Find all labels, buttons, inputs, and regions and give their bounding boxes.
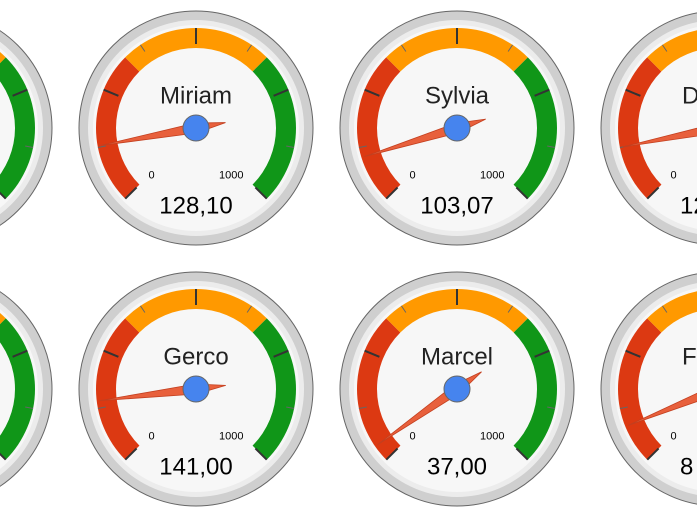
major-tick [12, 349, 28, 358]
gauge-band [617, 57, 662, 199]
needle-hub [182, 375, 210, 403]
minor-tick [358, 145, 367, 148]
tick-label: 1000 [219, 169, 243, 181]
gauge-name: Gerco [163, 343, 228, 370]
gauge-band [513, 318, 557, 460]
gauge-band [386, 28, 528, 72]
gauge-band [252, 57, 296, 199]
gauge-band [0, 318, 35, 460]
gauge-value: 8 [680, 453, 693, 480]
major-tick [385, 186, 399, 200]
minor-tick [97, 145, 106, 148]
minor-tick [97, 406, 106, 409]
gauge-band [96, 318, 140, 460]
gauge-band [125, 28, 267, 72]
major-tick [124, 447, 138, 461]
gauge-value: 128,10 [159, 192, 232, 219]
major-tick [364, 88, 380, 97]
major-tick [364, 349, 380, 358]
gauge-band [386, 289, 528, 333]
tick-label: 0 [149, 430, 155, 442]
tick-label: 1000 [480, 169, 504, 181]
minor-tick [662, 44, 668, 52]
major-tick [646, 447, 660, 461]
minor-tick [401, 305, 407, 313]
gauge-name: D [682, 82, 697, 109]
major-tick [0, 191, 7, 200]
minor-tick [358, 406, 367, 409]
gauge-band [125, 289, 267, 333]
minor-tick [286, 145, 295, 148]
major-tick [646, 186, 660, 200]
minor-tick [286, 406, 295, 409]
minor-tick [507, 44, 513, 52]
minor-tick [547, 406, 556, 409]
tick-label: 1000 [480, 430, 504, 442]
major-tick [254, 447, 268, 461]
minor-tick [547, 145, 556, 148]
gauge-name: Miriam [160, 82, 232, 109]
tick-label: 0 [410, 169, 416, 181]
gauge-name: Sylvia [425, 82, 490, 109]
minor-tick [140, 44, 146, 52]
tick-label: 0 [410, 430, 416, 442]
gauge-band [647, 30, 697, 72]
major-tick [12, 88, 28, 97]
minor-tick [246, 305, 252, 313]
major-tick [515, 447, 529, 461]
major-tick [273, 349, 289, 358]
gauge-value: 141,00 [159, 453, 232, 480]
tick-label: 0 [149, 169, 155, 181]
gauge-band [513, 57, 557, 199]
major-tick [103, 88, 119, 97]
minor-tick [401, 44, 407, 52]
major-tick [385, 447, 399, 461]
major-tick [625, 88, 641, 97]
major-tick [625, 349, 641, 358]
major-tick [124, 186, 138, 200]
major-tick [534, 88, 550, 97]
needle-hub [443, 114, 471, 142]
tick-label: 0 [671, 169, 677, 181]
gauge-name: Marcel [421, 343, 493, 370]
major-tick [254, 186, 268, 200]
gauge-band [95, 57, 140, 199]
tick-label: 1000 [219, 430, 243, 442]
major-tick [0, 452, 7, 461]
minor-tick [25, 145, 34, 148]
major-tick [273, 88, 289, 97]
gauge-band [617, 318, 662, 460]
gauge-name: F [682, 343, 697, 370]
minor-tick [25, 406, 34, 409]
minor-tick [619, 406, 628, 409]
minor-tick [662, 305, 668, 313]
needle-hub [182, 114, 210, 142]
gauge-band [0, 52, 6, 64]
needle-hub [443, 375, 471, 403]
minor-tick [140, 305, 146, 313]
major-tick [103, 349, 119, 358]
tick-label: 0 [671, 430, 677, 442]
gauge-value: 12 [680, 192, 697, 219]
minor-tick [507, 305, 513, 313]
gauge-value: 103,07 [420, 192, 493, 219]
gauge-band [647, 291, 697, 333]
major-tick [534, 349, 550, 358]
gauge-band [357, 318, 401, 460]
major-tick [515, 186, 529, 200]
needle [622, 127, 697, 148]
gauge-value: 37,00 [427, 453, 487, 480]
gauge-band [0, 57, 35, 199]
gauge-band [357, 57, 401, 199]
gauge-band [252, 318, 296, 460]
needle [627, 392, 697, 426]
gauge-band [0, 313, 6, 325]
minor-tick [246, 44, 252, 52]
